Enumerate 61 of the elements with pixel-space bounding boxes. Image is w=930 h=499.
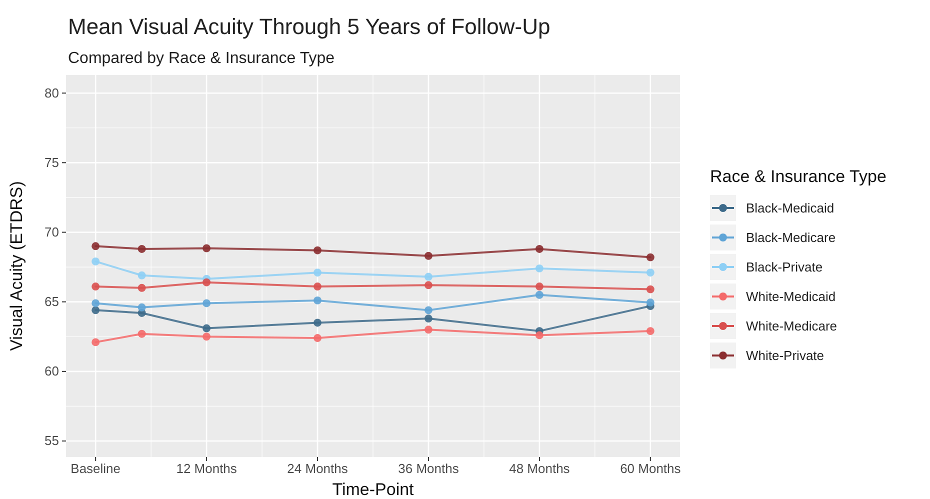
y-tick-label: 80 <box>44 85 59 100</box>
chart-title: Mean Visual Acuity Through 5 Years of Follow-Up <box>68 14 550 39</box>
y-tick-label: 65 <box>44 294 59 309</box>
x-tick-label: Baseline <box>70 461 121 476</box>
point <box>314 334 322 342</box>
legend-label: White-Private <box>746 348 824 363</box>
point <box>92 299 100 308</box>
point <box>202 278 211 286</box>
x-tick-label: 12 Months <box>176 461 238 476</box>
legend-label: Black-Medicare <box>746 230 836 245</box>
point <box>138 271 146 280</box>
point <box>424 314 432 323</box>
legend-label: Black-Private <box>746 260 823 274</box>
y-tick-label: 60 <box>44 364 59 379</box>
x-axis-title: Time-Point <box>332 480 414 499</box>
point <box>646 268 654 277</box>
point <box>314 268 322 277</box>
point <box>314 246 322 254</box>
point <box>314 318 322 327</box>
x-tick-label: 48 Months <box>509 461 570 476</box>
point <box>646 298 654 307</box>
point <box>314 296 322 304</box>
point <box>535 290 544 299</box>
point <box>202 299 211 308</box>
point <box>424 252 432 260</box>
point <box>138 244 146 253</box>
point <box>92 306 100 314</box>
point <box>314 282 322 291</box>
x-tick-label: 24 Months <box>287 461 348 476</box>
point <box>424 281 432 290</box>
point <box>202 332 211 341</box>
point <box>535 282 544 291</box>
y-tick-label: 55 <box>44 433 59 448</box>
point <box>92 257 100 266</box>
point <box>646 253 654 262</box>
y-tick-label: 75 <box>44 154 59 170</box>
point <box>138 284 146 292</box>
point <box>424 272 432 281</box>
point <box>646 327 654 336</box>
point <box>202 324 211 332</box>
legend-label: Black-Medicaid <box>746 200 834 216</box>
y-axis-title: Visual Acuity (ETDRS) <box>7 181 26 351</box>
point <box>424 326 432 334</box>
y-tick-label: 70 <box>44 224 59 240</box>
point <box>92 282 100 291</box>
legend-label: White-Medicare <box>746 318 838 334</box>
point <box>202 244 211 252</box>
point <box>138 303 146 312</box>
point <box>92 338 100 346</box>
point <box>535 264 544 272</box>
point <box>535 244 544 253</box>
point <box>646 285 654 294</box>
point <box>424 306 432 314</box>
x-tick-label: 60 Months <box>620 461 682 476</box>
point <box>535 331 544 340</box>
legend-label: White-Medicaid <box>746 289 836 304</box>
x-tick-label: 36 Months <box>398 461 460 476</box>
point <box>138 330 146 338</box>
legend-title: Race & Insurance Type <box>710 167 886 186</box>
point <box>92 242 100 250</box>
chart-subtitle: Compared by Race & Insurance Type <box>68 50 335 67</box>
